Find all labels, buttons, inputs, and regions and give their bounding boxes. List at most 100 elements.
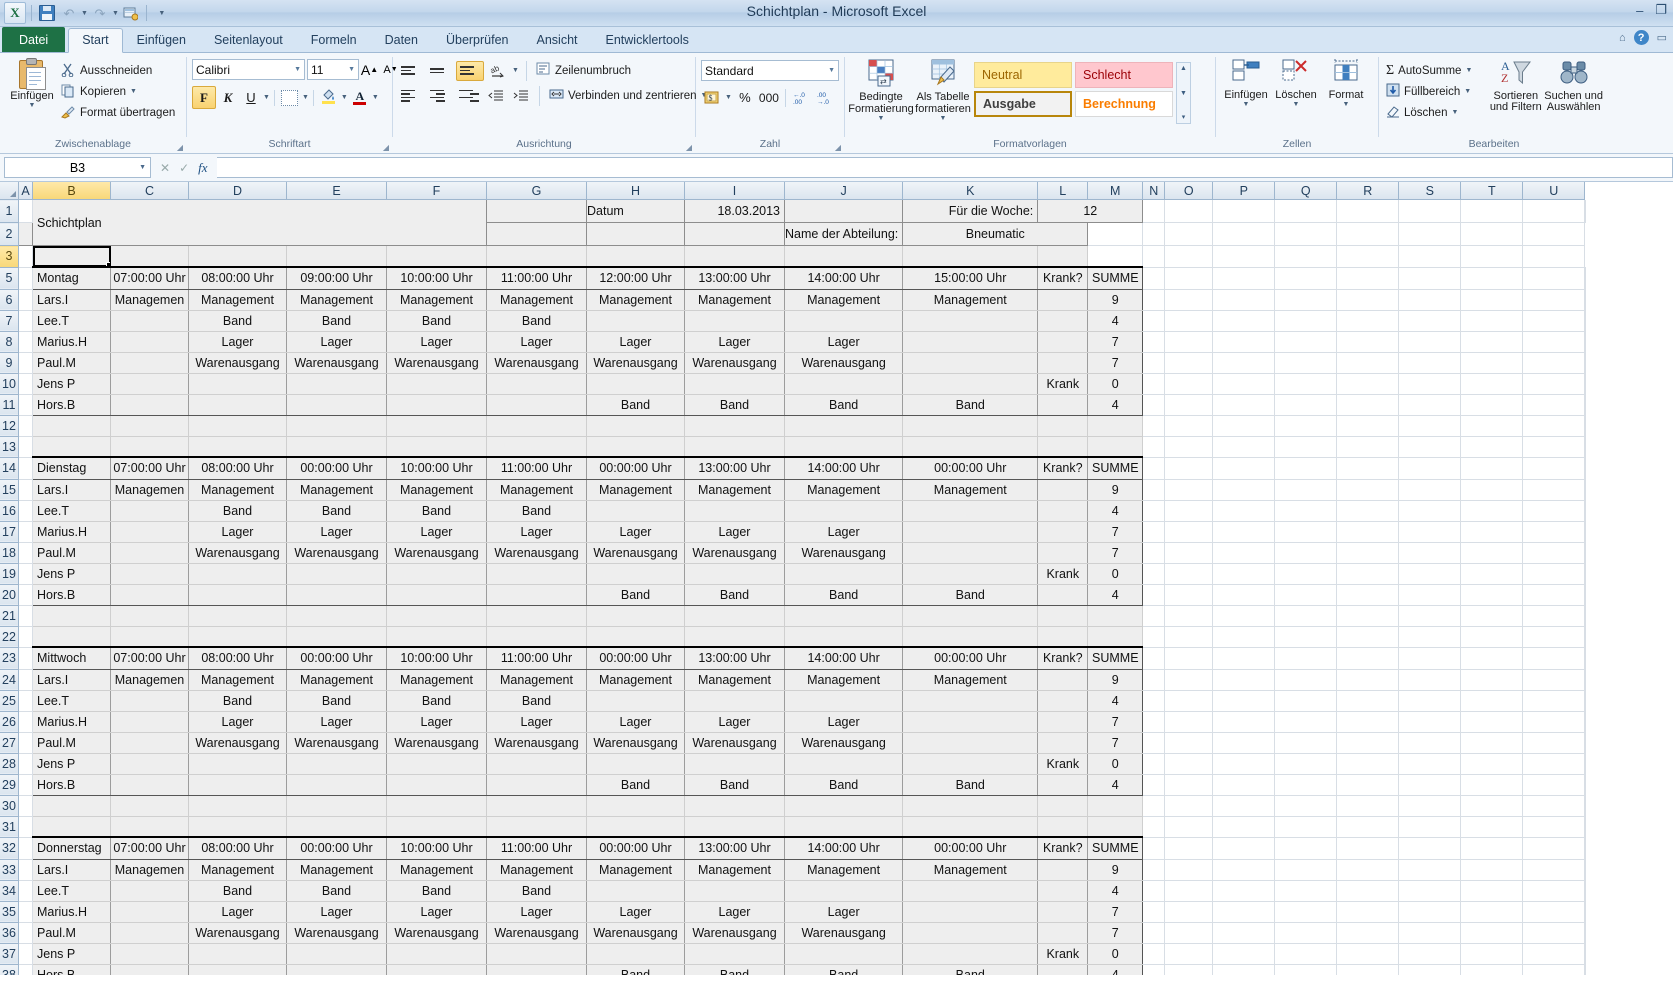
employee-name-cell[interactable]: Paul.M: [32, 732, 111, 754]
sheet-cell-empty[interactable]: [1212, 415, 1276, 437]
shift-cell[interactable]: [188, 774, 287, 796]
shift-cell[interactable]: Warenausgang: [684, 732, 785, 754]
borders-button[interactable]: [279, 87, 301, 108]
shift-cell[interactable]: Warenausgang: [586, 352, 685, 374]
shift-cell[interactable]: Band: [684, 774, 785, 796]
column-header-h[interactable]: H: [586, 182, 685, 200]
sheet-cell-empty[interactable]: [1398, 880, 1462, 902]
cell-A20[interactable]: [18, 584, 33, 606]
sheet-cell-empty[interactable]: [1164, 199, 1214, 223]
shift-cell[interactable]: Managemen: [110, 289, 189, 311]
sheet-cell-empty[interactable]: [1398, 542, 1462, 564]
shift-cell[interactable]: Warenausgang: [784, 352, 904, 374]
krank-cell[interactable]: [1037, 394, 1089, 416]
summe-cell[interactable]: 9: [1087, 289, 1144, 311]
shift-cell[interactable]: [188, 943, 287, 965]
row-header-8[interactable]: 8: [0, 331, 19, 353]
shift-cell[interactable]: [188, 964, 287, 975]
sheet-cell-empty[interactable]: [1336, 859, 1400, 881]
sheet-cell-empty[interactable]: [1398, 690, 1462, 712]
font-color-dropdown-icon[interactable]: ▼: [371, 94, 379, 101]
sheet-cell-empty[interactable]: [1142, 690, 1166, 712]
spacer-cell[interactable]: [586, 626, 685, 647]
conditional-formatting-button[interactable]: ⇄ Bedingte Formatierung ▼: [848, 56, 914, 122]
shift-cell[interactable]: Warenausgang: [486, 542, 587, 564]
shift-cell[interactable]: Lager: [286, 521, 387, 543]
sheet-cell-empty[interactable]: [1336, 922, 1400, 944]
shift-cell[interactable]: [110, 711, 189, 733]
shift-cell[interactable]: Lager: [586, 901, 685, 923]
summe-cell[interactable]: 7: [1087, 901, 1144, 923]
shift-cell[interactable]: Lager: [386, 521, 487, 543]
employee-name-cell[interactable]: Lee.T: [32, 690, 111, 712]
row-header-5[interactable]: 5: [0, 267, 19, 290]
sheet-cell-empty[interactable]: [1212, 542, 1276, 564]
spacer-cell[interactable]: [32, 816, 111, 837]
sheet-cell-empty[interactable]: [1398, 289, 1462, 311]
row-header-18[interactable]: 18: [0, 542, 19, 564]
sheet-cell-empty[interactable]: [1212, 436, 1276, 458]
shift-cell[interactable]: [486, 563, 587, 585]
autosum-button[interactable]: Σ AutoSumme ▼: [1384, 60, 1488, 81]
sheet-cell-empty[interactable]: [1398, 222, 1462, 246]
sheet-cell-empty[interactable]: [1460, 245, 1524, 268]
sheet-cell-empty[interactable]: [1584, 352, 1587, 374]
sheet-cell-empty[interactable]: [1398, 669, 1462, 691]
shift-cell[interactable]: [110, 394, 189, 416]
day-name-cell[interactable]: Donnerstag: [32, 836, 111, 860]
sheet-cell-empty[interactable]: [1212, 816, 1276, 838]
alignment-dialog-launcher[interactable]: ◢: [685, 143, 692, 152]
summe-cell[interactable]: 4: [1087, 394, 1144, 416]
sheet-cell-empty[interactable]: [1336, 795, 1400, 817]
sheet-cell-empty[interactable]: [1398, 647, 1462, 670]
sheet-cell-empty[interactable]: [1164, 669, 1214, 691]
shift-cell[interactable]: Management: [286, 479, 387, 501]
sheet-cell-empty[interactable]: [1584, 436, 1587, 458]
sheet-cell[interactable]: [586, 245, 685, 268]
row-header-11[interactable]: 11: [0, 394, 19, 416]
sheet-cell-empty[interactable]: [1164, 711, 1214, 733]
cell-A32[interactable]: [18, 837, 33, 860]
spacer-cell[interactable]: [902, 436, 1039, 457]
spacer-cell[interactable]: [784, 415, 904, 437]
column-header-u[interactable]: U: [1522, 182, 1586, 200]
sheet-cell-empty[interactable]: [1398, 521, 1462, 543]
decrease-indent-button[interactable]: [485, 85, 507, 106]
shift-cell[interactable]: [110, 753, 189, 775]
underline-dropdown-icon[interactable]: ▼: [263, 94, 270, 101]
align-middle-button[interactable]: [427, 62, 453, 80]
sheet-cell-empty[interactable]: [1274, 690, 1338, 712]
spacer-cell[interactable]: [684, 626, 785, 647]
row-header-14[interactable]: 14: [0, 457, 19, 480]
column-header-f[interactable]: F: [386, 182, 487, 200]
shift-cell[interactable]: Lager: [684, 711, 785, 733]
summe-cell[interactable]: 4: [1087, 774, 1144, 796]
spacer-cell[interactable]: [586, 816, 685, 837]
krank-cell[interactable]: [1037, 690, 1089, 712]
summe-cell[interactable]: 4: [1087, 690, 1144, 712]
sheet-cell-empty[interactable]: [1584, 542, 1587, 564]
sheet-cell-empty[interactable]: [1274, 774, 1338, 796]
spacer-cell[interactable]: [1087, 415, 1144, 437]
shift-cell[interactable]: [486, 753, 587, 775]
shift-cell[interactable]: [486, 584, 587, 606]
krank-cell[interactable]: [1037, 774, 1089, 796]
sheet-cell-empty[interactable]: [1584, 669, 1587, 691]
spacer-cell[interactable]: [32, 415, 111, 437]
sheet-cell-empty[interactable]: [1460, 605, 1524, 627]
sheet-cell-empty[interactable]: [1584, 479, 1587, 501]
sheet-cell-empty[interactable]: [1584, 837, 1587, 860]
shift-cell[interactable]: Warenausgang: [386, 922, 487, 944]
spacer-cell[interactable]: [586, 436, 685, 457]
sheet-cell-empty[interactable]: [1274, 222, 1338, 246]
time-header-cell[interactable]: 07:00:00 Uhr: [110, 646, 189, 670]
sheet-cell-empty[interactable]: [1584, 289, 1587, 311]
column-header-o[interactable]: O: [1164, 182, 1214, 200]
spacer-cell[interactable]: [286, 816, 387, 837]
sheet-cell-empty[interactable]: [1164, 289, 1214, 311]
insert-cells-dropdown-icon[interactable]: ▼: [1242, 101, 1250, 108]
cell-A37[interactable]: [18, 943, 33, 965]
krank-cell[interactable]: [1037, 542, 1089, 564]
sheet-cell-empty[interactable]: [1142, 669, 1166, 691]
shift-cell[interactable]: [784, 690, 904, 712]
